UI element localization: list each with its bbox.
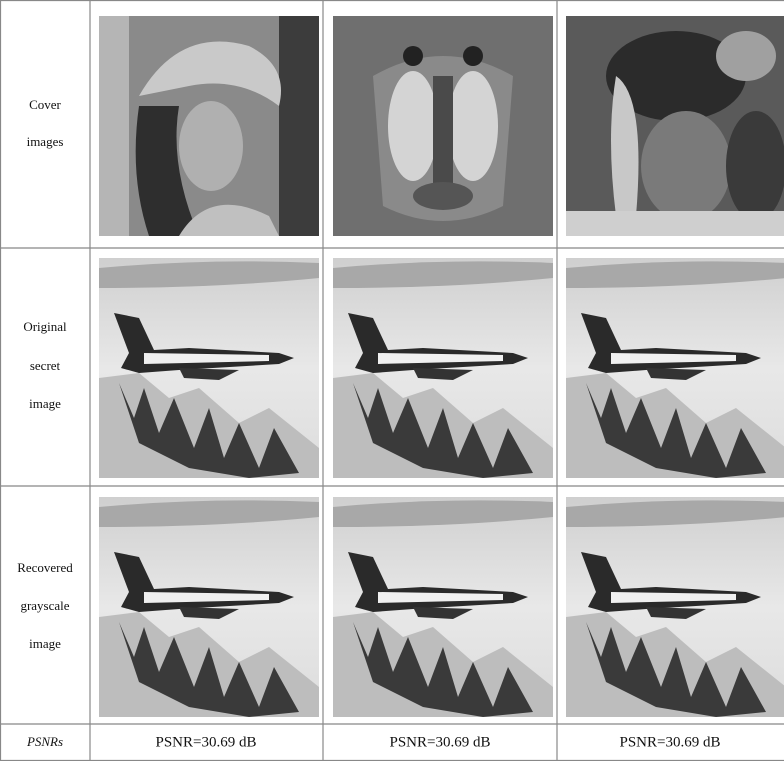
row-label: images bbox=[27, 134, 64, 149]
row-label: image bbox=[29, 636, 61, 651]
cover-image bbox=[333, 16, 553, 236]
secret-image bbox=[566, 258, 784, 478]
row-label: Recovered bbox=[17, 560, 73, 575]
row-label: Cover bbox=[29, 97, 61, 112]
row-label: secret bbox=[30, 358, 61, 373]
secret-image bbox=[99, 258, 319, 478]
cover-image bbox=[566, 16, 784, 236]
image-grid bbox=[99, 16, 784, 717]
psnr-value: PSNR=30.69 dB bbox=[620, 734, 721, 750]
row-label: image bbox=[29, 396, 61, 411]
recovered-image bbox=[333, 497, 553, 717]
recovered-image bbox=[99, 497, 319, 717]
secret-image bbox=[333, 258, 553, 478]
row-label: grayscale bbox=[20, 598, 69, 613]
psnr-value: PSNR=30.69 dB bbox=[156, 734, 257, 750]
psnr-value: PSNR=30.69 dB bbox=[390, 734, 491, 750]
cover-image bbox=[99, 16, 319, 236]
row-label: Original bbox=[23, 319, 67, 334]
recovered-image bbox=[566, 497, 784, 717]
row-label: PSNRs bbox=[26, 734, 63, 749]
